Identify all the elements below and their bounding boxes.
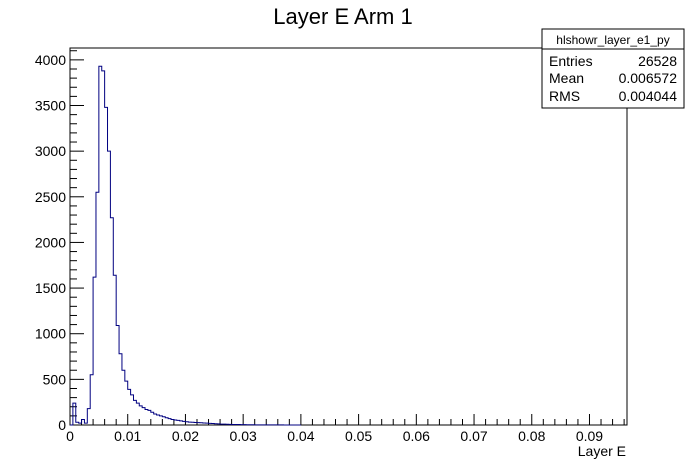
histogram-bin — [133, 400, 136, 425]
y-tick-label: 2500 — [35, 189, 66, 205]
stats-rms-label: RMS — [549, 88, 580, 104]
x-tick-label: 0.03 — [230, 428, 257, 444]
y-tick-label: 1000 — [35, 326, 66, 342]
chart-title: Layer E Arm 1 — [273, 4, 412, 29]
x-tick-label: 0.07 — [460, 428, 487, 444]
y-axis: 0 500 1000 1500 2000 2500 3000 3500 4000 — [35, 50, 84, 433]
histogram-bin — [142, 408, 145, 425]
y-tick-label: 3000 — [35, 143, 66, 159]
y-tick-label: 0 — [58, 417, 66, 433]
stats-entries-value: 26528 — [638, 53, 677, 69]
histogram-bin — [102, 71, 105, 425]
y-tick-label: 4000 — [35, 52, 66, 68]
x-tick-label: 0.06 — [403, 428, 430, 444]
y-tick-label: 2000 — [35, 234, 66, 250]
stats-box: hlshowr_layer_e1_py Entries 26528 Mean 0… — [541, 28, 685, 109]
stats-mean-label: Mean — [549, 70, 584, 86]
x-tick-label: 0 — [66, 428, 74, 444]
x-axis: 0 0.01 0.02 0.03 0.04 0.05 0.06 0.07 0.08 0.09 — [66, 414, 625, 444]
plot-frame — [69, 47, 628, 426]
stats-mean-value: 0.006572 — [619, 70, 678, 86]
x-tick-label: 0.01 — [114, 428, 141, 444]
stats-rms-value: 0.004044 — [619, 88, 678, 104]
y-tick-label: 3500 — [35, 98, 66, 114]
x-tick-label: 0.04 — [287, 428, 314, 444]
x-axis-title: Layer E — [578, 443, 626, 459]
stats-entries-label: Entries — [549, 53, 593, 69]
x-tick-label: 0.05 — [345, 428, 372, 444]
x-tick-label: 0.08 — [518, 428, 545, 444]
y-tick-label: 1500 — [35, 280, 66, 296]
stats-box-frame — [541, 28, 685, 109]
x-tick-label: 0.09 — [576, 428, 603, 444]
histogram-bin — [157, 415, 160, 425]
histogram-bin — [145, 409, 148, 425]
y-tick-label: 500 — [43, 371, 67, 387]
x-tick-label: 0.02 — [172, 428, 199, 444]
histogram-bins — [73, 66, 284, 425]
histogram-bin — [154, 414, 157, 425]
histogram-bin — [105, 107, 108, 425]
histogram-line — [70, 65, 301, 426]
stats-histogram-name: hlshowr_layer_e1_py — [556, 33, 669, 47]
